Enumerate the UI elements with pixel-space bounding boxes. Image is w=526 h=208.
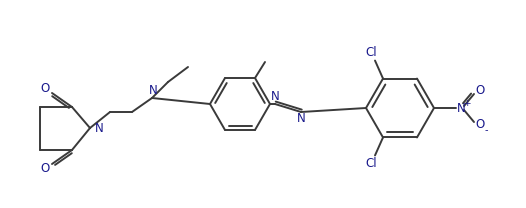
Text: O: O [476, 84, 484, 98]
Text: N: N [95, 121, 104, 135]
Text: -: - [484, 125, 488, 135]
Text: N: N [149, 84, 157, 98]
Text: Cl: Cl [365, 157, 377, 170]
Text: O: O [41, 161, 49, 175]
Text: N: N [297, 113, 306, 125]
Text: +: + [463, 99, 471, 108]
Text: O: O [476, 119, 484, 131]
Text: N: N [270, 90, 279, 104]
Text: N: N [457, 102, 466, 114]
Text: O: O [41, 83, 49, 95]
Text: Cl: Cl [365, 46, 377, 59]
